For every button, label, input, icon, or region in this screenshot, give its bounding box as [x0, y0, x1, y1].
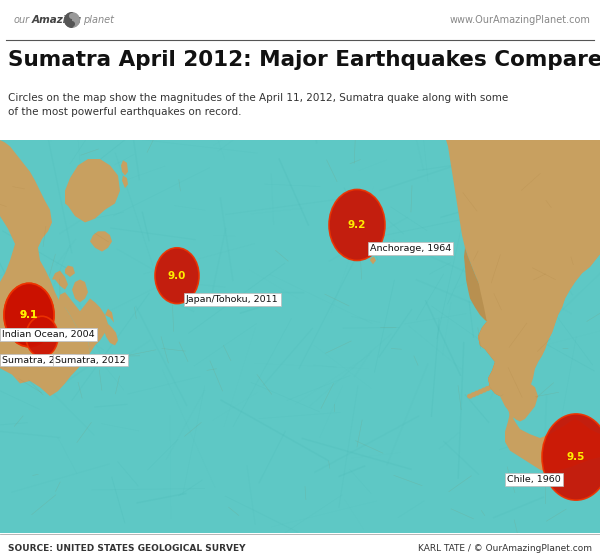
Text: 9.1: 9.1	[20, 310, 38, 320]
Polygon shape	[478, 140, 600, 396]
Ellipse shape	[467, 394, 473, 399]
Polygon shape	[505, 413, 600, 472]
Polygon shape	[58, 337, 82, 375]
Ellipse shape	[505, 377, 511, 382]
Polygon shape	[121, 160, 128, 175]
Text: Sumatra April 2012: Major Earthquakes Compared: Sumatra April 2012: Major Earthquakes Co…	[8, 50, 600, 70]
Text: Chile, 1960: Chile, 1960	[507, 475, 561, 484]
Polygon shape	[90, 231, 112, 251]
Polygon shape	[0, 140, 90, 396]
Ellipse shape	[488, 385, 494, 390]
Polygon shape	[104, 324, 118, 346]
Polygon shape	[122, 175, 128, 188]
Circle shape	[69, 21, 75, 27]
Circle shape	[64, 12, 80, 28]
Polygon shape	[500, 381, 538, 422]
Circle shape	[155, 248, 199, 304]
Polygon shape	[52, 270, 68, 290]
Text: 8.6: 8.6	[33, 332, 51, 342]
Polygon shape	[0, 282, 10, 368]
Ellipse shape	[474, 390, 480, 396]
Text: our: our	[14, 15, 30, 25]
Polygon shape	[78, 298, 108, 353]
Polygon shape	[105, 309, 114, 323]
Text: www.OurAmazingPlanet.com: www.OurAmazingPlanet.com	[449, 15, 590, 25]
Polygon shape	[446, 140, 600, 396]
Polygon shape	[464, 248, 520, 396]
Text: SOURCE: UNITED STATES GEOLOGICAL SURVEY: SOURCE: UNITED STATES GEOLOGICAL SURVEY	[8, 544, 245, 553]
Ellipse shape	[495, 381, 501, 386]
Text: Amazing: Amazing	[32, 15, 82, 25]
Text: Sumatra, 2012: Sumatra, 2012	[55, 356, 126, 365]
Text: Japan/Tohoku, 2011: Japan/Tohoku, 2011	[186, 295, 278, 304]
Text: Circles on the map show the magnitudes of the April 11, 2012, Sumatra quake alon: Circles on the map show the magnitudes o…	[8, 92, 508, 118]
Text: 9.2: 9.2	[348, 220, 366, 230]
Ellipse shape	[485, 386, 491, 391]
Circle shape	[69, 13, 75, 19]
Text: 9.0: 9.0	[168, 270, 186, 281]
Text: Indian Ocean, 2004: Indian Ocean, 2004	[2, 330, 95, 339]
Wedge shape	[64, 12, 73, 28]
Polygon shape	[370, 256, 376, 264]
Text: 9.1: 9.1	[20, 310, 38, 320]
Circle shape	[542, 414, 600, 500]
Ellipse shape	[470, 392, 476, 397]
Polygon shape	[58, 292, 88, 337]
Circle shape	[4, 283, 54, 347]
Text: planet: planet	[83, 15, 114, 25]
Ellipse shape	[499, 380, 505, 385]
Text: Anchorage, 1964: Anchorage, 1964	[370, 244, 451, 253]
Ellipse shape	[491, 383, 497, 388]
Polygon shape	[72, 279, 88, 302]
Polygon shape	[85, 305, 95, 320]
Text: Sumatra, 2012: Sumatra, 2012	[2, 356, 73, 365]
Circle shape	[329, 189, 385, 260]
Ellipse shape	[478, 389, 484, 394]
Text: 9.5: 9.5	[567, 452, 585, 462]
Polygon shape	[65, 265, 75, 277]
Polygon shape	[448, 140, 562, 419]
Text: KARL TATE / © OurAmazingPlanet.com: KARL TATE / © OurAmazingPlanet.com	[418, 544, 592, 553]
Ellipse shape	[481, 388, 487, 393]
Polygon shape	[65, 159, 120, 222]
Circle shape	[26, 316, 58, 357]
Circle shape	[4, 283, 54, 347]
Ellipse shape	[502, 379, 508, 384]
Text: Indian Ocean, 2004: Indian Ocean, 2004	[2, 330, 95, 339]
